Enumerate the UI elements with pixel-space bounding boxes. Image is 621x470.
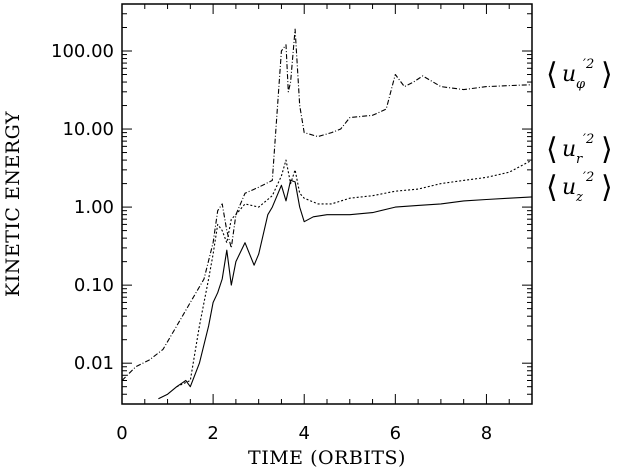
legend-entry-φ: ⟨ u φ ′2 ⟩: [546, 57, 613, 92]
y-axis-title: KINETIC ENERGY: [2, 111, 24, 297]
legend-base-symbol: u: [562, 137, 576, 162]
legend-entry-z: ⟨ u z′2 ⟩: [546, 170, 613, 205]
legend-layer: ⟨ u φ′2 ⟩⟨ u r′2 ⟩⟨ u z′2 ⟩: [546, 57, 613, 205]
legend-left-bracket: ⟨: [546, 132, 558, 167]
x-axis-title: TIME (ORBITS): [248, 447, 406, 469]
legend-superscript: ′2: [583, 170, 594, 185]
series-layer: [121, 28, 533, 400]
legend-left-bracket: ⟨: [546, 170, 558, 205]
y-tick-label: 0.01: [74, 353, 114, 374]
x-tick-label: 2: [207, 423, 218, 444]
legend-superscript: ′2: [583, 132, 594, 147]
legend-right-bracket: ⟩: [601, 57, 613, 92]
x-tick-label: 6: [390, 423, 401, 444]
ticks-layer: 0 2 4 6 8 0.01 0.10 1.00 10.00 100.00: [51, 3, 533, 444]
y-tick-label: 1.00: [74, 197, 114, 218]
legend-subscript: r: [576, 152, 583, 167]
y-tick-label: 0.10: [74, 275, 114, 296]
x-tick-label: 8: [481, 423, 492, 444]
legend-base-symbol: u: [562, 62, 576, 87]
y-tick-label: 10.00: [62, 119, 114, 140]
legend-entry-r: ⟨ u r′2 ⟩: [546, 132, 613, 167]
legend-right-bracket: ⟩: [601, 170, 613, 205]
legend-subscript: φ: [576, 77, 586, 92]
legend-right-bracket: ⟩: [601, 132, 613, 167]
x-tick-label: 4: [298, 423, 309, 444]
legend-subscript: z: [575, 190, 583, 205]
legend-base-symbol: u: [562, 175, 576, 200]
series-line-z: [158, 179, 533, 400]
legend-left-bracket: ⟨: [546, 57, 558, 92]
legend-superscript: ′2: [583, 57, 594, 72]
series-line-r: [176, 159, 533, 388]
series-line-φ: [121, 28, 533, 381]
x-tick-label: 0: [116, 423, 127, 444]
y-tick-label: 100.00: [51, 41, 114, 62]
